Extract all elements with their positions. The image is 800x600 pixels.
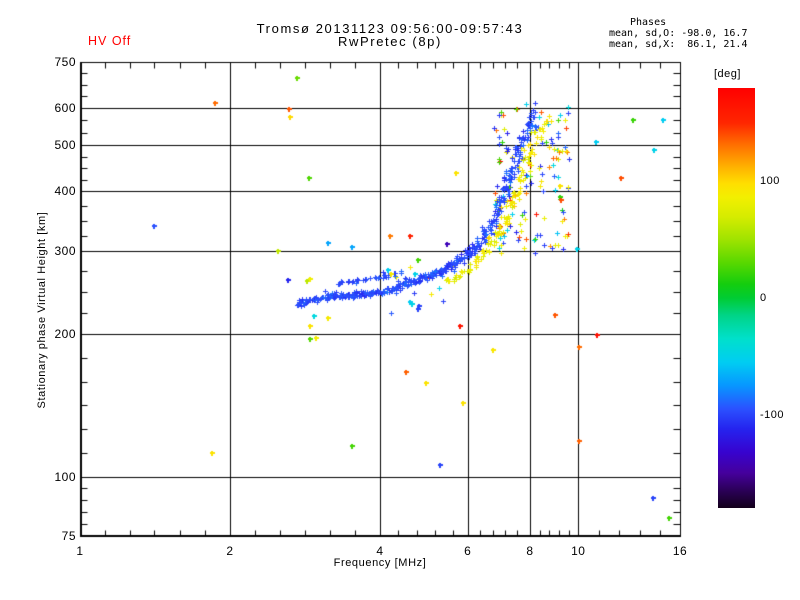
- y-tick-label: 750: [54, 55, 76, 69]
- y-tick-label: 200: [54, 327, 76, 342]
- y-axis-label: Stationary phase Virtual Height [km]: [36, 211, 48, 409]
- colorbar-gradient: [718, 88, 755, 508]
- colorbar-tick-label: 100: [760, 175, 780, 188]
- x-tick-label: 10: [571, 544, 586, 558]
- x-tick-label: 6: [464, 544, 472, 558]
- y-tick-label: 300: [54, 243, 76, 258]
- colorbar-label: [deg]: [714, 68, 741, 80]
- plot-title: Tromsø 20131123 09:56:00-09:57:43: [256, 21, 524, 36]
- plot-subtitle: RwPretec (8p): [338, 34, 442, 49]
- x-tick-label: 16: [672, 544, 688, 558]
- x-tick-label: 4: [376, 544, 384, 558]
- y-tick-label: 500: [54, 138, 76, 153]
- x-tick-label: 2: [226, 544, 234, 558]
- phase-stats-title: Phases: [630, 17, 667, 28]
- phase-stats-o-mode: mean, sd,O: -98.0, 16.7: [609, 28, 748, 39]
- hv-status: HV Off: [88, 34, 132, 48]
- phase-stats-x-mode: mean, sd,X: 86.1, 21.4: [609, 39, 748, 50]
- colorbar-tick-label: 0: [760, 292, 767, 304]
- y-tick-label: 100: [54, 469, 76, 484]
- x-axis-label: Frequency [MHz]: [333, 557, 427, 569]
- x-tick-label: 1: [76, 544, 84, 558]
- y-tick-label: 400: [54, 184, 76, 199]
- y-tick-label: 600: [54, 100, 76, 115]
- colorbar-tick-label: -100: [760, 408, 785, 421]
- y-tick-label: 75: [61, 529, 76, 543]
- x-tick-label: 8: [526, 544, 534, 558]
